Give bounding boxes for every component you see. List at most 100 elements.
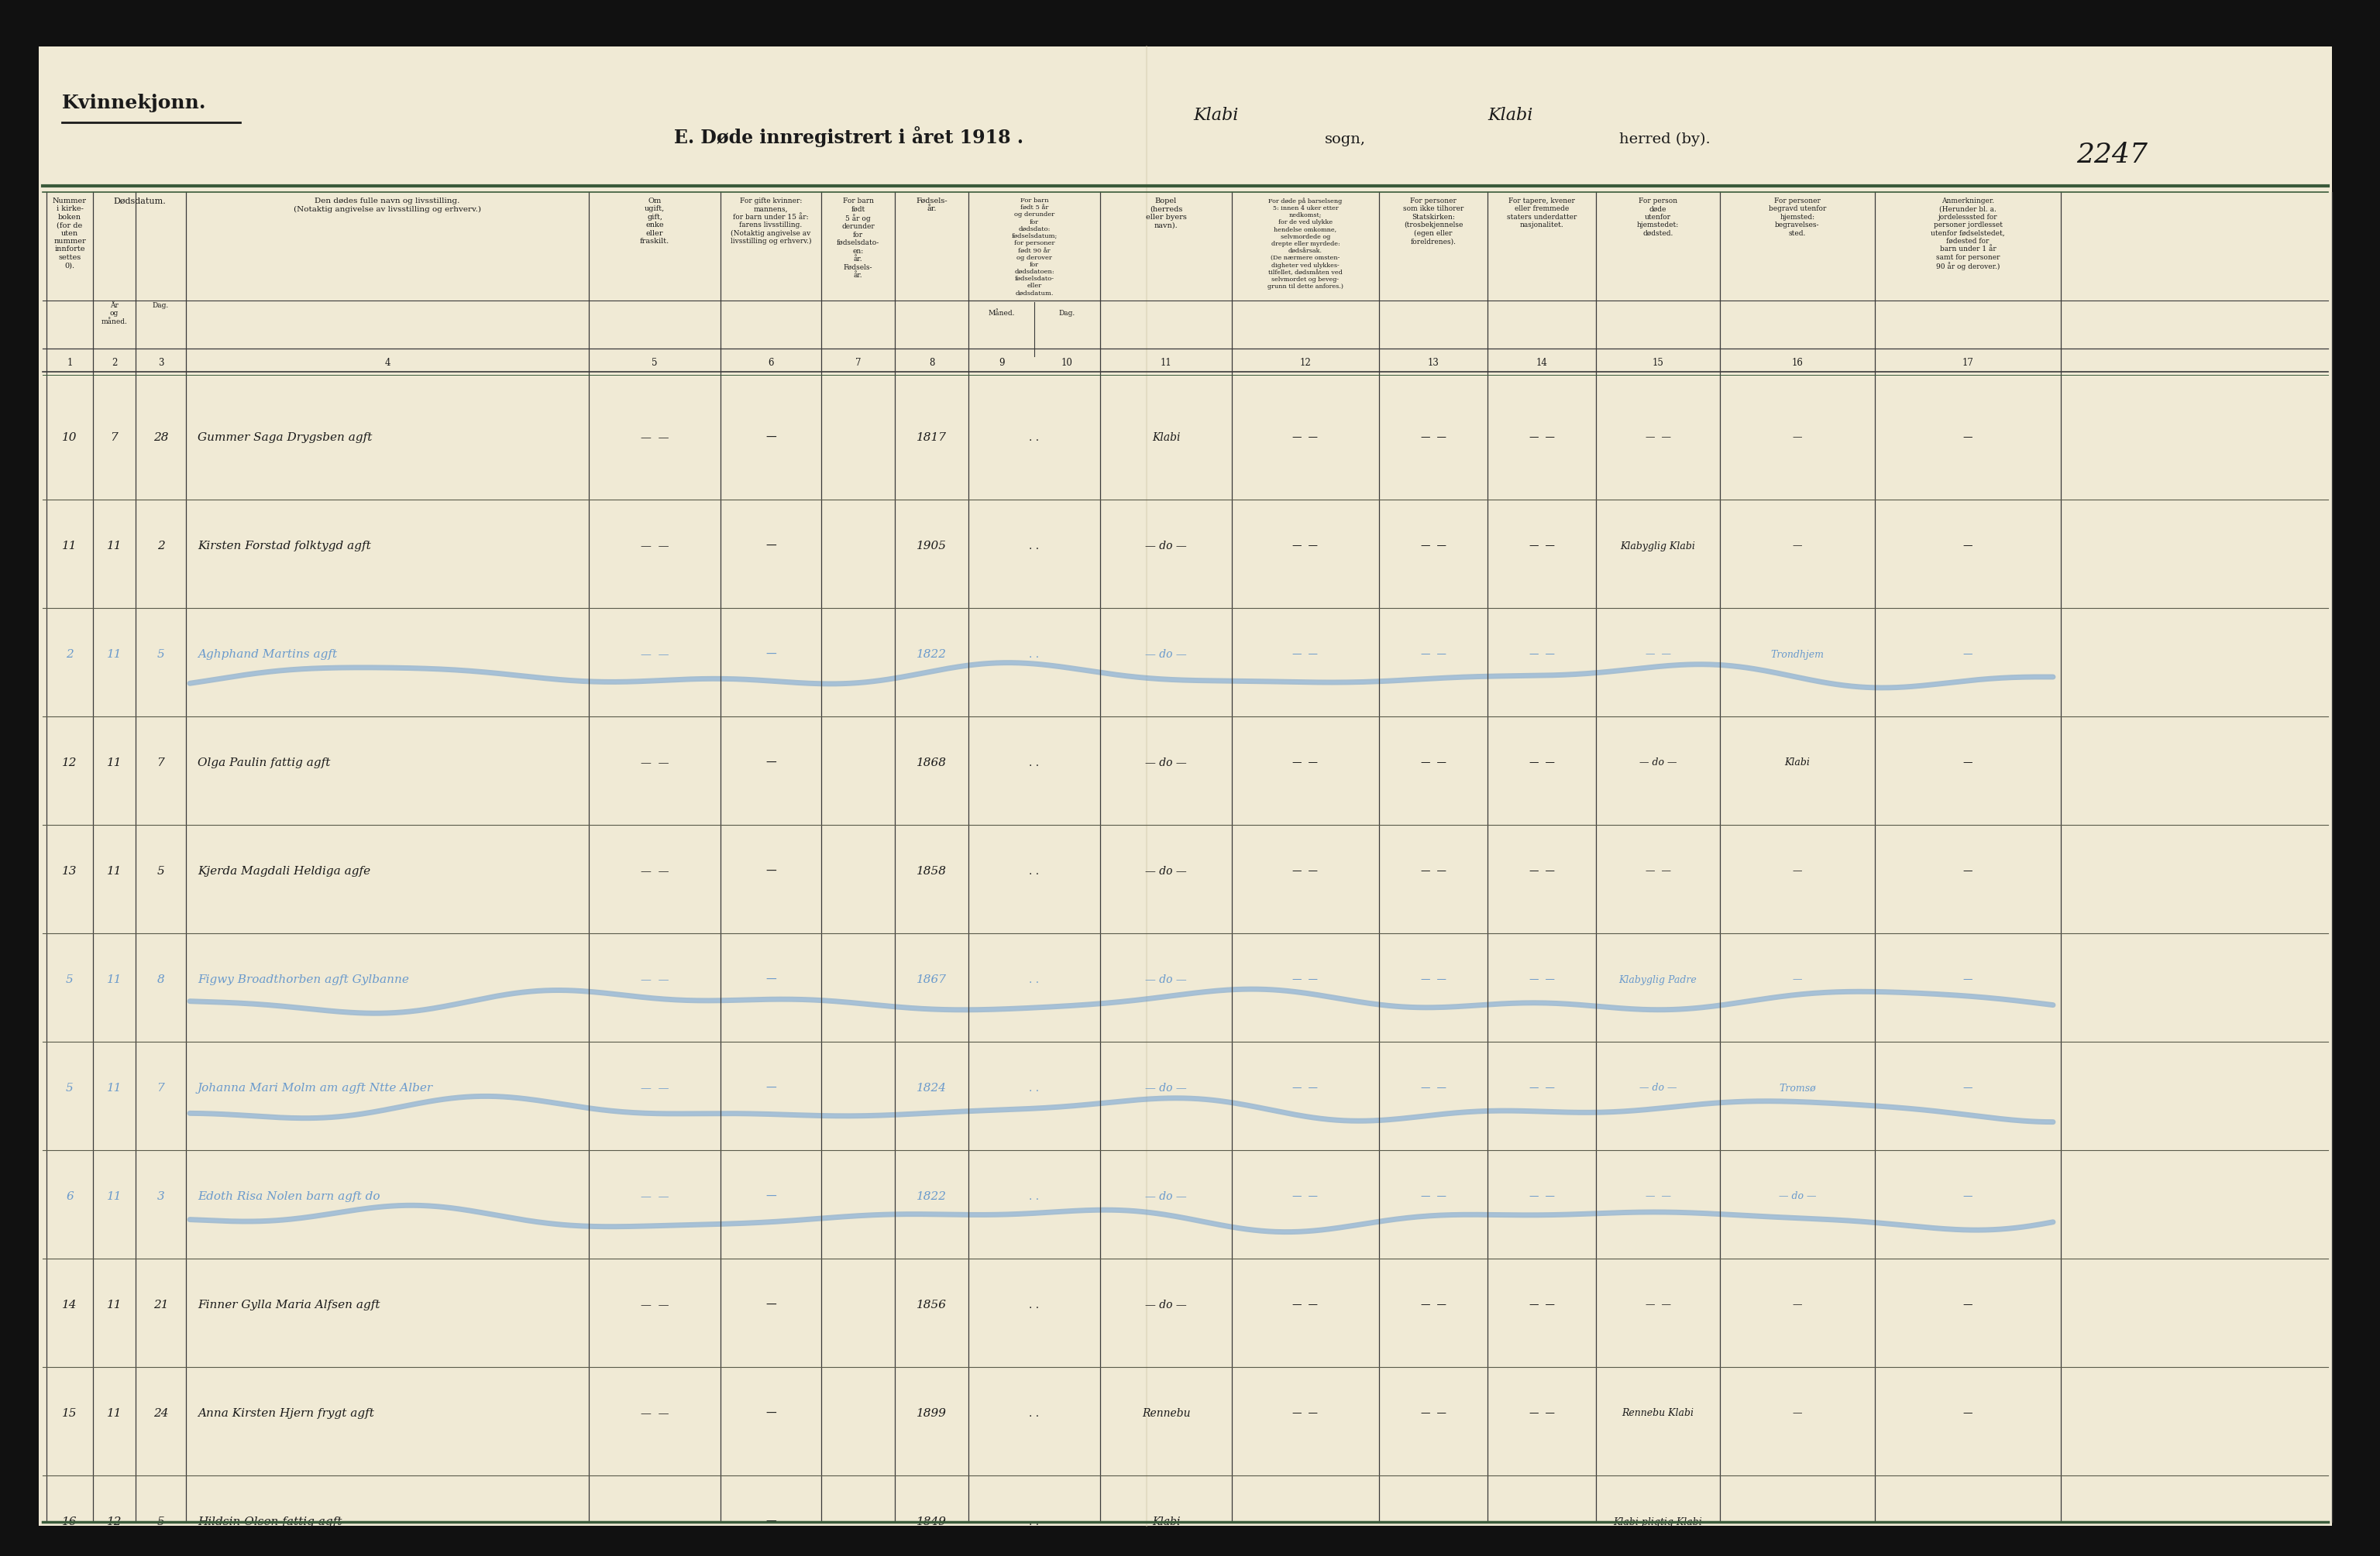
- Text: . .: . .: [1028, 540, 1040, 551]
- Text: . .: . .: [1028, 974, 1040, 985]
- Text: . .: . .: [1028, 758, 1040, 769]
- Text: —: —: [1963, 1299, 1973, 1310]
- Text: —  —: — —: [1645, 1299, 1671, 1310]
- Text: 12: 12: [1299, 358, 1311, 367]
- Text: —  —: — —: [1421, 541, 1447, 551]
- Text: 5: 5: [67, 1083, 74, 1094]
- Text: 11: 11: [107, 974, 121, 985]
- Text: —: —: [766, 1083, 776, 1094]
- Text: 9: 9: [1000, 358, 1004, 367]
- Text: —: —: [1963, 1192, 1973, 1201]
- Text: Anmerkninger.
(Herunder bl. a.
jordelesssted for
personer jordlesset
utenfor fød: Anmerkninger. (Herunder bl. a. jordeless…: [1930, 198, 2004, 271]
- Text: —  —: — —: [1645, 867, 1671, 876]
- Text: For barn
født
5 år og
derunder
for
fødselsdato-
en:
år.
Fødsels-
år.: For barn født 5 år og derunder for fødse…: [838, 198, 881, 279]
- Text: —  —: — —: [1421, 867, 1447, 876]
- Text: Gummer Saga Drygsben agft: Gummer Saga Drygsben agft: [198, 433, 371, 443]
- Text: 12: 12: [107, 1517, 121, 1528]
- Text: —: —: [1963, 1083, 1973, 1094]
- Text: 7: 7: [854, 358, 862, 367]
- Text: Dag.: Dag.: [152, 302, 169, 310]
- Text: 15: 15: [62, 1408, 76, 1419]
- Text: 7: 7: [157, 758, 164, 769]
- Text: —  —: — —: [1528, 758, 1554, 769]
- Text: Figwy Broadthorben agft Gylbanne: Figwy Broadthorben agft Gylbanne: [198, 974, 409, 985]
- Text: —  —: — —: [1645, 1192, 1671, 1201]
- Text: —  —: — —: [640, 1517, 669, 1528]
- Text: —  —: — —: [640, 1192, 669, 1203]
- Text: —  —: — —: [1292, 1517, 1319, 1526]
- Text: For person
døde
utenfor
hjemstedet:
dødsted.: For person døde utenfor hjemstedet: døds…: [1637, 198, 1678, 237]
- Text: —: —: [1963, 1517, 1973, 1526]
- Text: 11: 11: [107, 1083, 121, 1094]
- Text: Om
ugift,
gift,
enke
eller
fraskilt.: Om ugift, gift, enke eller fraskilt.: [640, 198, 669, 244]
- Text: herred (by).: herred (by).: [1618, 132, 1711, 146]
- Text: —: —: [766, 649, 776, 660]
- Text: 5: 5: [652, 358, 657, 367]
- Text: —  —: — —: [1421, 1083, 1447, 1094]
- Text: —  —: — —: [1421, 974, 1447, 985]
- Text: 5: 5: [157, 865, 164, 876]
- Text: . .: . .: [1028, 1083, 1040, 1094]
- Text: 11: 11: [107, 758, 121, 769]
- Text: —: —: [1963, 433, 1973, 442]
- Text: 14: 14: [62, 1299, 76, 1310]
- Text: —: —: [1963, 974, 1973, 985]
- Text: 1856: 1856: [916, 1299, 947, 1310]
- Text: —: —: [1963, 649, 1973, 660]
- Text: —  —: — —: [1528, 1083, 1554, 1094]
- Text: —  —: — —: [1421, 758, 1447, 769]
- Text: 11: 11: [107, 1192, 121, 1203]
- Text: —: —: [1792, 974, 1802, 985]
- Text: 1849: 1849: [916, 1517, 947, 1528]
- Text: E. Døde innregistrert i året 1918 .: E. Døde innregistrert i året 1918 .: [674, 126, 1023, 148]
- Text: —: —: [766, 865, 776, 876]
- Text: 7: 7: [109, 433, 119, 443]
- Text: For tapere, kvener
eller fremmede
staters underdatter
nasjonalitet.: For tapere, kvener eller fremmede stater…: [1507, 198, 1576, 229]
- Text: Klabi: Klabi: [1152, 1517, 1180, 1528]
- Text: Tromsø: Tromsø: [1778, 1083, 1816, 1094]
- Text: 1905: 1905: [916, 540, 947, 551]
- Text: — do —: — do —: [1145, 1192, 1188, 1203]
- Text: 16: 16: [62, 1517, 76, 1528]
- Text: 6: 6: [67, 1192, 74, 1203]
- Text: . .: . .: [1028, 1299, 1040, 1310]
- Text: 1858: 1858: [916, 865, 947, 876]
- Text: Anna Kirsten Hjern frygt agft: Anna Kirsten Hjern frygt agft: [198, 1408, 374, 1419]
- Text: —  —: — —: [1528, 1299, 1554, 1310]
- Text: 12: 12: [62, 758, 76, 769]
- Text: —  —: — —: [1528, 433, 1554, 442]
- Text: 11: 11: [107, 1408, 121, 1419]
- Text: —: —: [766, 758, 776, 769]
- Text: . .: . .: [1028, 1192, 1040, 1203]
- Text: —: —: [766, 433, 776, 443]
- Text: 24: 24: [152, 1408, 169, 1419]
- Text: — do —: — do —: [1145, 649, 1188, 660]
- Text: 5: 5: [157, 649, 164, 660]
- Text: —  —: — —: [1421, 1299, 1447, 1310]
- Text: 17: 17: [1961, 358, 1973, 367]
- Text: —  —: — —: [1645, 649, 1671, 660]
- Text: 2: 2: [157, 540, 164, 551]
- Text: 16: 16: [1792, 358, 1804, 367]
- Text: 11: 11: [107, 649, 121, 660]
- Text: — do —: — do —: [1778, 1192, 1816, 1201]
- Text: —  —: — —: [1292, 1192, 1319, 1201]
- Text: —: —: [1792, 1408, 1802, 1419]
- Text: 1817: 1817: [916, 433, 947, 443]
- Text: 11: 11: [1161, 358, 1171, 367]
- Text: — do —: — do —: [1145, 865, 1188, 876]
- Text: År
og
måned.: År og måned.: [102, 302, 129, 325]
- Text: 10: 10: [62, 433, 76, 443]
- Text: Kvinnekjonn.: Kvinnekjonn.: [62, 93, 207, 112]
- Text: — do —: — do —: [1145, 758, 1188, 769]
- Text: Finner Gylla Maria Alfsen agft: Finner Gylla Maria Alfsen agft: [198, 1299, 381, 1310]
- Text: —  —: — —: [1421, 433, 1447, 442]
- Text: 6: 6: [769, 358, 774, 367]
- Text: For gifte kvinner:
mannens,
for barn under 15 år:
farens livsstilling.
(Notaktig: For gifte kvinner: mannens, for barn und…: [731, 198, 812, 244]
- Text: 14: 14: [1535, 358, 1547, 367]
- Text: . .: . .: [1028, 649, 1040, 660]
- Text: Edoth Risa Nolen barn agft do: Edoth Risa Nolen barn agft do: [198, 1192, 381, 1203]
- Text: Dødsdatum.: Dødsdatum.: [114, 198, 167, 205]
- Text: Trondhjem: Trondhjem: [1771, 649, 1823, 660]
- Text: Dag.: Dag.: [1059, 310, 1076, 317]
